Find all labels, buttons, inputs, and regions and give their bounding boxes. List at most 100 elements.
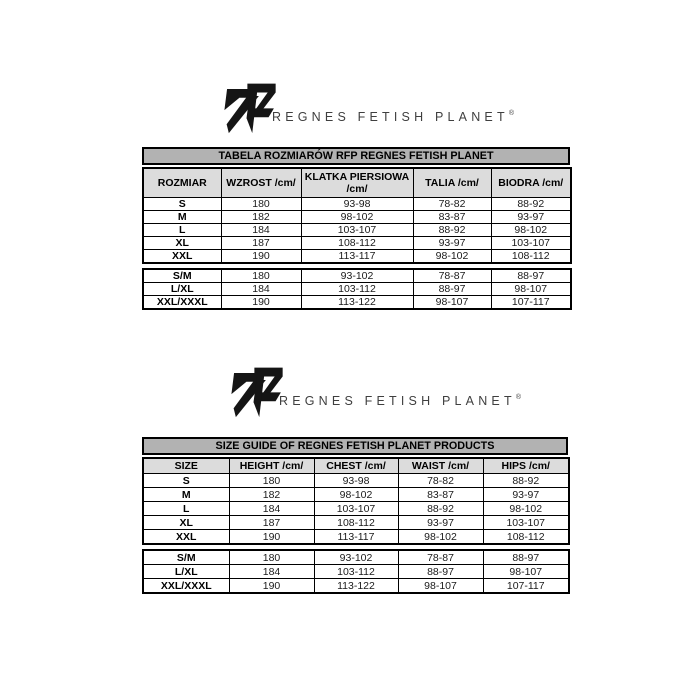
col-header-wzrost: WZROST /cm/ xyxy=(220,167,302,199)
value-cell: 103-107 xyxy=(482,515,570,531)
value-cell: 190 xyxy=(228,529,315,545)
value-cell: 184 xyxy=(220,282,302,297)
value-cell: 182 xyxy=(228,487,315,503)
value-cell: 180 xyxy=(228,549,315,566)
value-cell: 98-107 xyxy=(482,564,570,580)
col-header-klatka: KLATKA PIERSIOWA /cm/ xyxy=(300,167,414,199)
value-cell: 108-112 xyxy=(482,529,570,545)
value-cell: 98-107 xyxy=(490,282,572,297)
value-cell: 93-102 xyxy=(300,268,414,284)
size-cell: M xyxy=(142,487,230,503)
value-cell: 88-92 xyxy=(482,473,570,489)
size-cell: XXL xyxy=(142,249,222,264)
value-cell: 108-112 xyxy=(313,515,399,531)
size-cell: L/XL xyxy=(142,282,222,297)
size-cell: L xyxy=(142,223,222,238)
table-row: L/XL 184 103-112 88-97 98-107 xyxy=(142,282,572,297)
value-cell: 98-107 xyxy=(397,578,484,594)
table-row: XXL 190 113-117 98-102 108-112 xyxy=(142,249,572,264)
value-cell: 93-97 xyxy=(397,515,484,531)
table-row: S 180 93-98 78-82 88-92 xyxy=(142,197,572,212)
value-cell: 93-97 xyxy=(482,487,570,503)
size-cell: XXL/XXXL xyxy=(142,578,230,594)
size-cell: L xyxy=(142,501,230,517)
table-title-pl: TABELA ROZMIARÓW RFP REGNES FETISH PLANE… xyxy=(142,147,570,165)
col-header-hips: HIPS /cm/ xyxy=(482,457,570,475)
value-cell: 108-112 xyxy=(300,236,414,251)
col-header-height: HEIGHT /cm/ xyxy=(228,457,315,475)
value-cell: 108-112 xyxy=(490,249,572,264)
size-cell: S xyxy=(142,473,230,489)
size-table-pl-main: ROZMIAR WZROST /cm/ KLATKA PIERSIOWA /cm… xyxy=(142,167,572,265)
table-row: L 184 103-107 88-92 98-102 xyxy=(142,501,570,517)
size-cell: XXL/XXXL xyxy=(142,295,222,310)
value-cell: 187 xyxy=(220,236,302,251)
value-cell: 98-107 xyxy=(412,295,492,310)
logo-wordmark: REGNES FETISH PLANET® xyxy=(279,394,521,418)
size-cell: L/XL xyxy=(142,564,230,580)
size-cell: XL xyxy=(142,515,230,531)
value-cell: 78-82 xyxy=(412,197,492,212)
size-table-pl-combined: S/M 180 93-102 78-87 88-97 L/XL 184 103-112 88-9… xyxy=(142,268,572,311)
table-row: L/XL 184 103-112 88-97 98-107 xyxy=(142,564,570,580)
value-cell: 78-82 xyxy=(397,473,484,489)
table-row: XXL/XXXL 190 113-122 98-107 107-117 xyxy=(142,295,572,310)
table-row: XL 187 108-112 93-97 103-107 xyxy=(142,236,572,251)
value-cell: 180 xyxy=(220,268,302,284)
size-table-en-main: SIZE HEIGHT /cm/ CHEST /cm/ WAIST /cm/ H… xyxy=(142,457,570,546)
value-cell: 98-102 xyxy=(482,501,570,517)
logo-wordmark: REGNES FETISH PLANET® xyxy=(272,110,514,134)
value-cell: 88-92 xyxy=(412,223,492,238)
table-row: XXL 190 113-117 98-102 108-112 xyxy=(142,529,570,545)
table-title-en: SIZE GUIDE OF REGNES FETISH PLANET PRODU… xyxy=(142,437,568,455)
value-cell: 93-98 xyxy=(313,473,399,489)
value-cell: 107-117 xyxy=(482,578,570,594)
value-cell: 88-92 xyxy=(490,197,572,212)
col-header-rozmiar: ROZMIAR xyxy=(142,167,222,199)
logo-wordmark-text: REGNES FETISH PLANET xyxy=(272,110,509,124)
size-cell: S/M xyxy=(142,268,222,284)
value-cell: 184 xyxy=(220,223,302,238)
value-cell: 180 xyxy=(220,197,302,212)
size-cell: XL xyxy=(142,236,222,251)
value-cell: 83-87 xyxy=(397,487,484,503)
size-chart-polish: TABELA ROZMIARÓW RFP REGNES FETISH PLANE… xyxy=(142,147,572,311)
value-cell: 190 xyxy=(220,249,302,264)
value-cell: 187 xyxy=(228,515,315,531)
header-row: ROZMIAR WZROST /cm/ KLATKA PIERSIOWA /cm… xyxy=(142,167,572,199)
rfp-monogram-icon xyxy=(231,367,283,418)
value-cell: 113-122 xyxy=(300,295,414,310)
registered-trademark-icon: ® xyxy=(515,394,521,401)
value-cell: 103-107 xyxy=(313,501,399,517)
size-cell: XXL xyxy=(142,529,230,545)
value-cell: 107-117 xyxy=(490,295,572,310)
value-cell: 113-117 xyxy=(300,249,414,264)
size-table-en-combined: S/M 180 93-102 78-87 88-97 L/XL 184 103-112 88-9… xyxy=(142,549,570,595)
value-cell: 103-112 xyxy=(300,282,414,297)
value-cell: 93-98 xyxy=(300,197,414,212)
rfp-logo-top: REGNES FETISH PLANET® xyxy=(216,81,514,134)
value-cell: 184 xyxy=(228,564,315,580)
value-cell: 98-102 xyxy=(300,210,414,225)
value-cell: 83-87 xyxy=(412,210,492,225)
value-cell: 113-117 xyxy=(313,529,399,545)
value-cell: 98-102 xyxy=(397,529,484,545)
value-cell: 103-107 xyxy=(490,236,572,251)
value-cell: 88-97 xyxy=(397,564,484,580)
logo-wordmark-text: REGNES FETISH PLANET xyxy=(279,394,516,408)
col-header-size: SIZE xyxy=(142,457,230,475)
table-row: XXL/XXXL 190 113-122 98-107 107-117 xyxy=(142,578,570,594)
value-cell: 182 xyxy=(220,210,302,225)
registered-trademark-icon: ® xyxy=(508,110,514,117)
table-row: XL 187 108-112 93-97 103-107 xyxy=(142,515,570,531)
table-row: S 180 93-98 78-82 88-92 xyxy=(142,473,570,489)
col-header-waist: WAIST /cm/ xyxy=(397,457,484,475)
size-cell: M xyxy=(142,210,222,225)
col-header-talia: TALIA /cm/ xyxy=(412,167,492,199)
size-cell: S/M xyxy=(142,549,230,566)
value-cell: 88-97 xyxy=(482,549,570,566)
value-cell: 180 xyxy=(228,473,315,489)
value-cell: 88-97 xyxy=(412,282,492,297)
value-cell: 98-102 xyxy=(412,249,492,264)
